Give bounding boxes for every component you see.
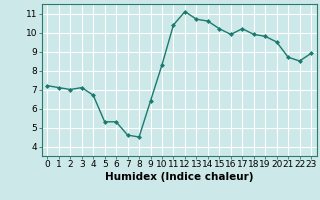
X-axis label: Humidex (Indice chaleur): Humidex (Indice chaleur) (105, 172, 253, 182)
